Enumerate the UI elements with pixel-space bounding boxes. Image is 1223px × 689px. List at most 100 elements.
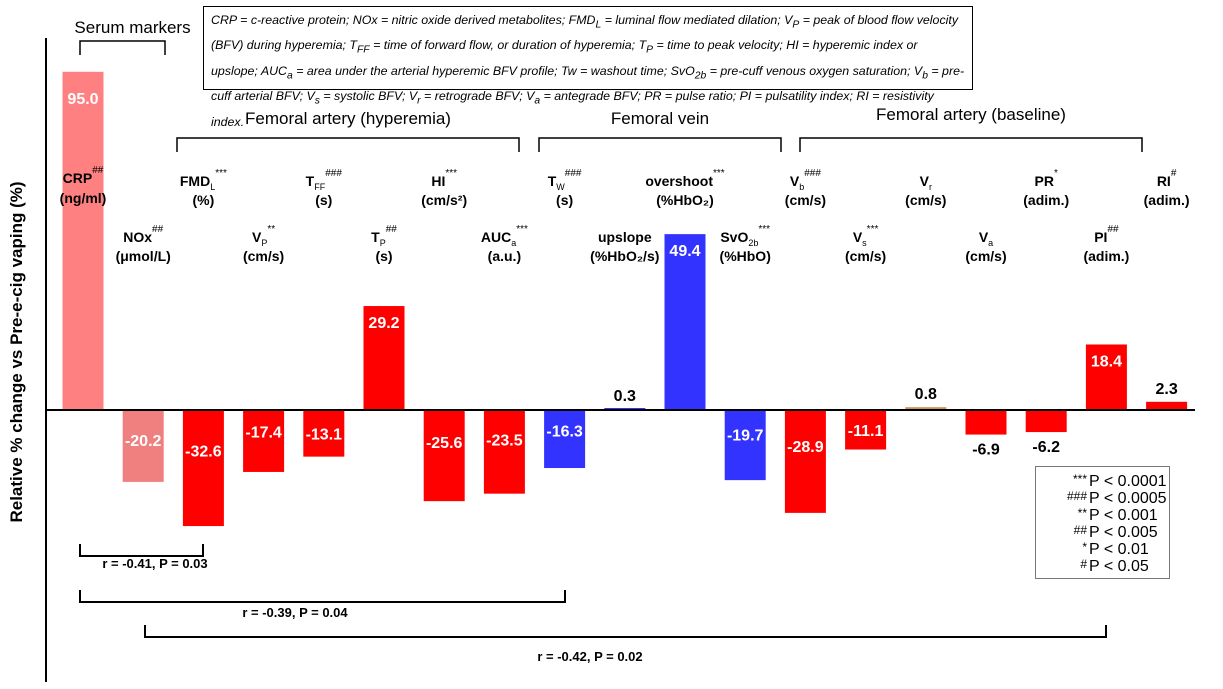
category-label-vs: Vs*** (853, 224, 879, 248)
group-bracket (79, 40, 166, 55)
bar-pr (1025, 410, 1067, 433)
category-unit: (%HbO) (720, 248, 771, 264)
abbr-vr-sub: r (417, 95, 421, 107)
abbr-tp-def: = time to peak velocity; (653, 38, 787, 53)
category-name: upslope (598, 229, 652, 245)
value-label: -6.9 (972, 442, 1000, 459)
significance-legend: *** P < 0.0001 ### P < 0.0005 ** P < 0.001 … (1035, 466, 1170, 579)
category-unit: (adim.) (1023, 192, 1069, 208)
category-label-upslope: upslope (598, 229, 652, 245)
legend-text: P < 0.01 (1089, 541, 1149, 558)
category-unit: (cm/s) (243, 248, 284, 264)
abbr-svo-def: = pre-cuff venous oxygen saturation; (706, 63, 914, 78)
category-label-pr: PR* (1035, 168, 1058, 189)
group-title: Femoral artery (hyperemia) (245, 109, 451, 128)
legend-row: ### P < 0.0005 (1036, 489, 1171, 508)
category-name: V (979, 229, 989, 245)
category-name: V (920, 173, 930, 189)
significance-marker: ## (152, 224, 164, 235)
legend-symbol: # (1080, 557, 1087, 571)
category-label-ri: RI# (1157, 168, 1177, 189)
category-unit: (cm/s) (785, 192, 826, 208)
abbr-tw: Tw = washout time; (561, 63, 671, 78)
value-label: -11.1 (848, 423, 884, 440)
bar-vp (243, 410, 285, 472)
legend-row: ** P < 0.001 (1036, 506, 1171, 525)
correlation-bracket (144, 625, 1107, 638)
abbr-crp: CRP = c-reactive protein; (211, 13, 353, 27)
abbr-fmd-def: = luminal flow mediated dilation; (601, 13, 785, 27)
legend-row: # P < 0.05 (1036, 557, 1171, 576)
significance-marker: ### (325, 168, 342, 179)
correlation-label: r = -0.39, P = 0.04 (242, 605, 348, 620)
category-label-vp: VP** (252, 224, 275, 248)
category-name: V (790, 173, 800, 189)
legend-row: ## P < 0.005 (1036, 523, 1171, 542)
category-subscript: 2b (748, 238, 758, 248)
legend-text: P < 0.0005 (1089, 490, 1167, 507)
category-unit: (s) (375, 248, 392, 264)
abbr-va: V (526, 89, 535, 104)
category-label-auca: AUCa*** (481, 224, 528, 248)
category-name: T (306, 173, 315, 189)
value-label: -13.1 (306, 426, 343, 443)
legend-symbol: * (1082, 540, 1087, 554)
significance-marker: * (1054, 168, 1058, 179)
category-label-tp: TP## (371, 224, 397, 248)
abbr-tff: T (349, 38, 357, 53)
category-unit: (cm/s²) (421, 192, 467, 208)
category-name: RI (1157, 173, 1171, 189)
category-label-svo2b: SvO2b*** (720, 224, 770, 248)
abbr-auc-sub: a (287, 70, 293, 82)
significance-marker: *** (867, 224, 879, 235)
y-axis-label: Relative % change vs Pre-e-cig vaping (%… (7, 181, 26, 522)
correlation-label: r = -0.41, P = 0.03 (102, 556, 207, 571)
category-label-tff: TFF### (306, 168, 343, 192)
value-label: -20.2 (125, 433, 162, 450)
bar-overshoot (664, 234, 706, 410)
significance-marker: # (1171, 168, 1177, 179)
value-label: -25.6 (426, 435, 463, 452)
category-name: V (853, 229, 863, 245)
significance-marker: ## (92, 165, 104, 176)
category-label-overshoot: overshoot*** (645, 168, 724, 189)
abbr-auc-def: = area under the arterial hyperemic BFV … (292, 63, 562, 78)
significance-marker: ### (565, 168, 582, 179)
category-label-vb: Vb### (790, 168, 821, 192)
category-subscript: L (210, 182, 215, 192)
category-unit: (s) (556, 192, 573, 208)
category-subscript: s (862, 238, 867, 248)
value-label: 0.8 (915, 386, 937, 403)
category-label-crp: CRP## (63, 165, 104, 186)
category-subscript: r (929, 182, 932, 192)
bar-tff (303, 410, 345, 457)
abbr-vb: V (913, 63, 923, 78)
category-name: PR (1035, 173, 1054, 189)
significance-marker: ## (1107, 224, 1119, 235)
category-label-hi: HI*** (431, 168, 457, 189)
category-name: V (252, 229, 262, 245)
significance-marker: ### (804, 168, 821, 179)
category-label-vr: Vr (920, 173, 932, 192)
abbr-va-sub: a (534, 95, 541, 107)
category-name: overshoot (645, 173, 713, 189)
bar-fmdl (182, 410, 224, 527)
abbr-svo: SvO (670, 63, 695, 78)
abbr-va-def: = antegrade BFV; (540, 89, 645, 104)
bar-tp (363, 306, 405, 410)
bar-ri (1146, 401, 1188, 410)
significance-marker: *** (516, 224, 528, 235)
abbr-fmd: FMD (568, 13, 596, 27)
abbr-svo-sub: 2b (694, 70, 707, 82)
category-subscript: W (556, 182, 565, 192)
category-name: NOx (123, 229, 152, 245)
abbr-nox: NOx = nitric oxide derived metabolites; (352, 13, 569, 27)
category-subscript: P (380, 238, 386, 248)
abbr-vp: V (784, 13, 793, 27)
abbr-fmd-sub: L (595, 19, 602, 31)
bar-hi (423, 410, 465, 502)
abbr-vp-def: = peak of blood flow velocity (BFV) duri… (211, 13, 959, 53)
abbr-vr-def: = retrograde BFV; (420, 89, 527, 104)
category-label-nox: NOx## (123, 224, 163, 245)
